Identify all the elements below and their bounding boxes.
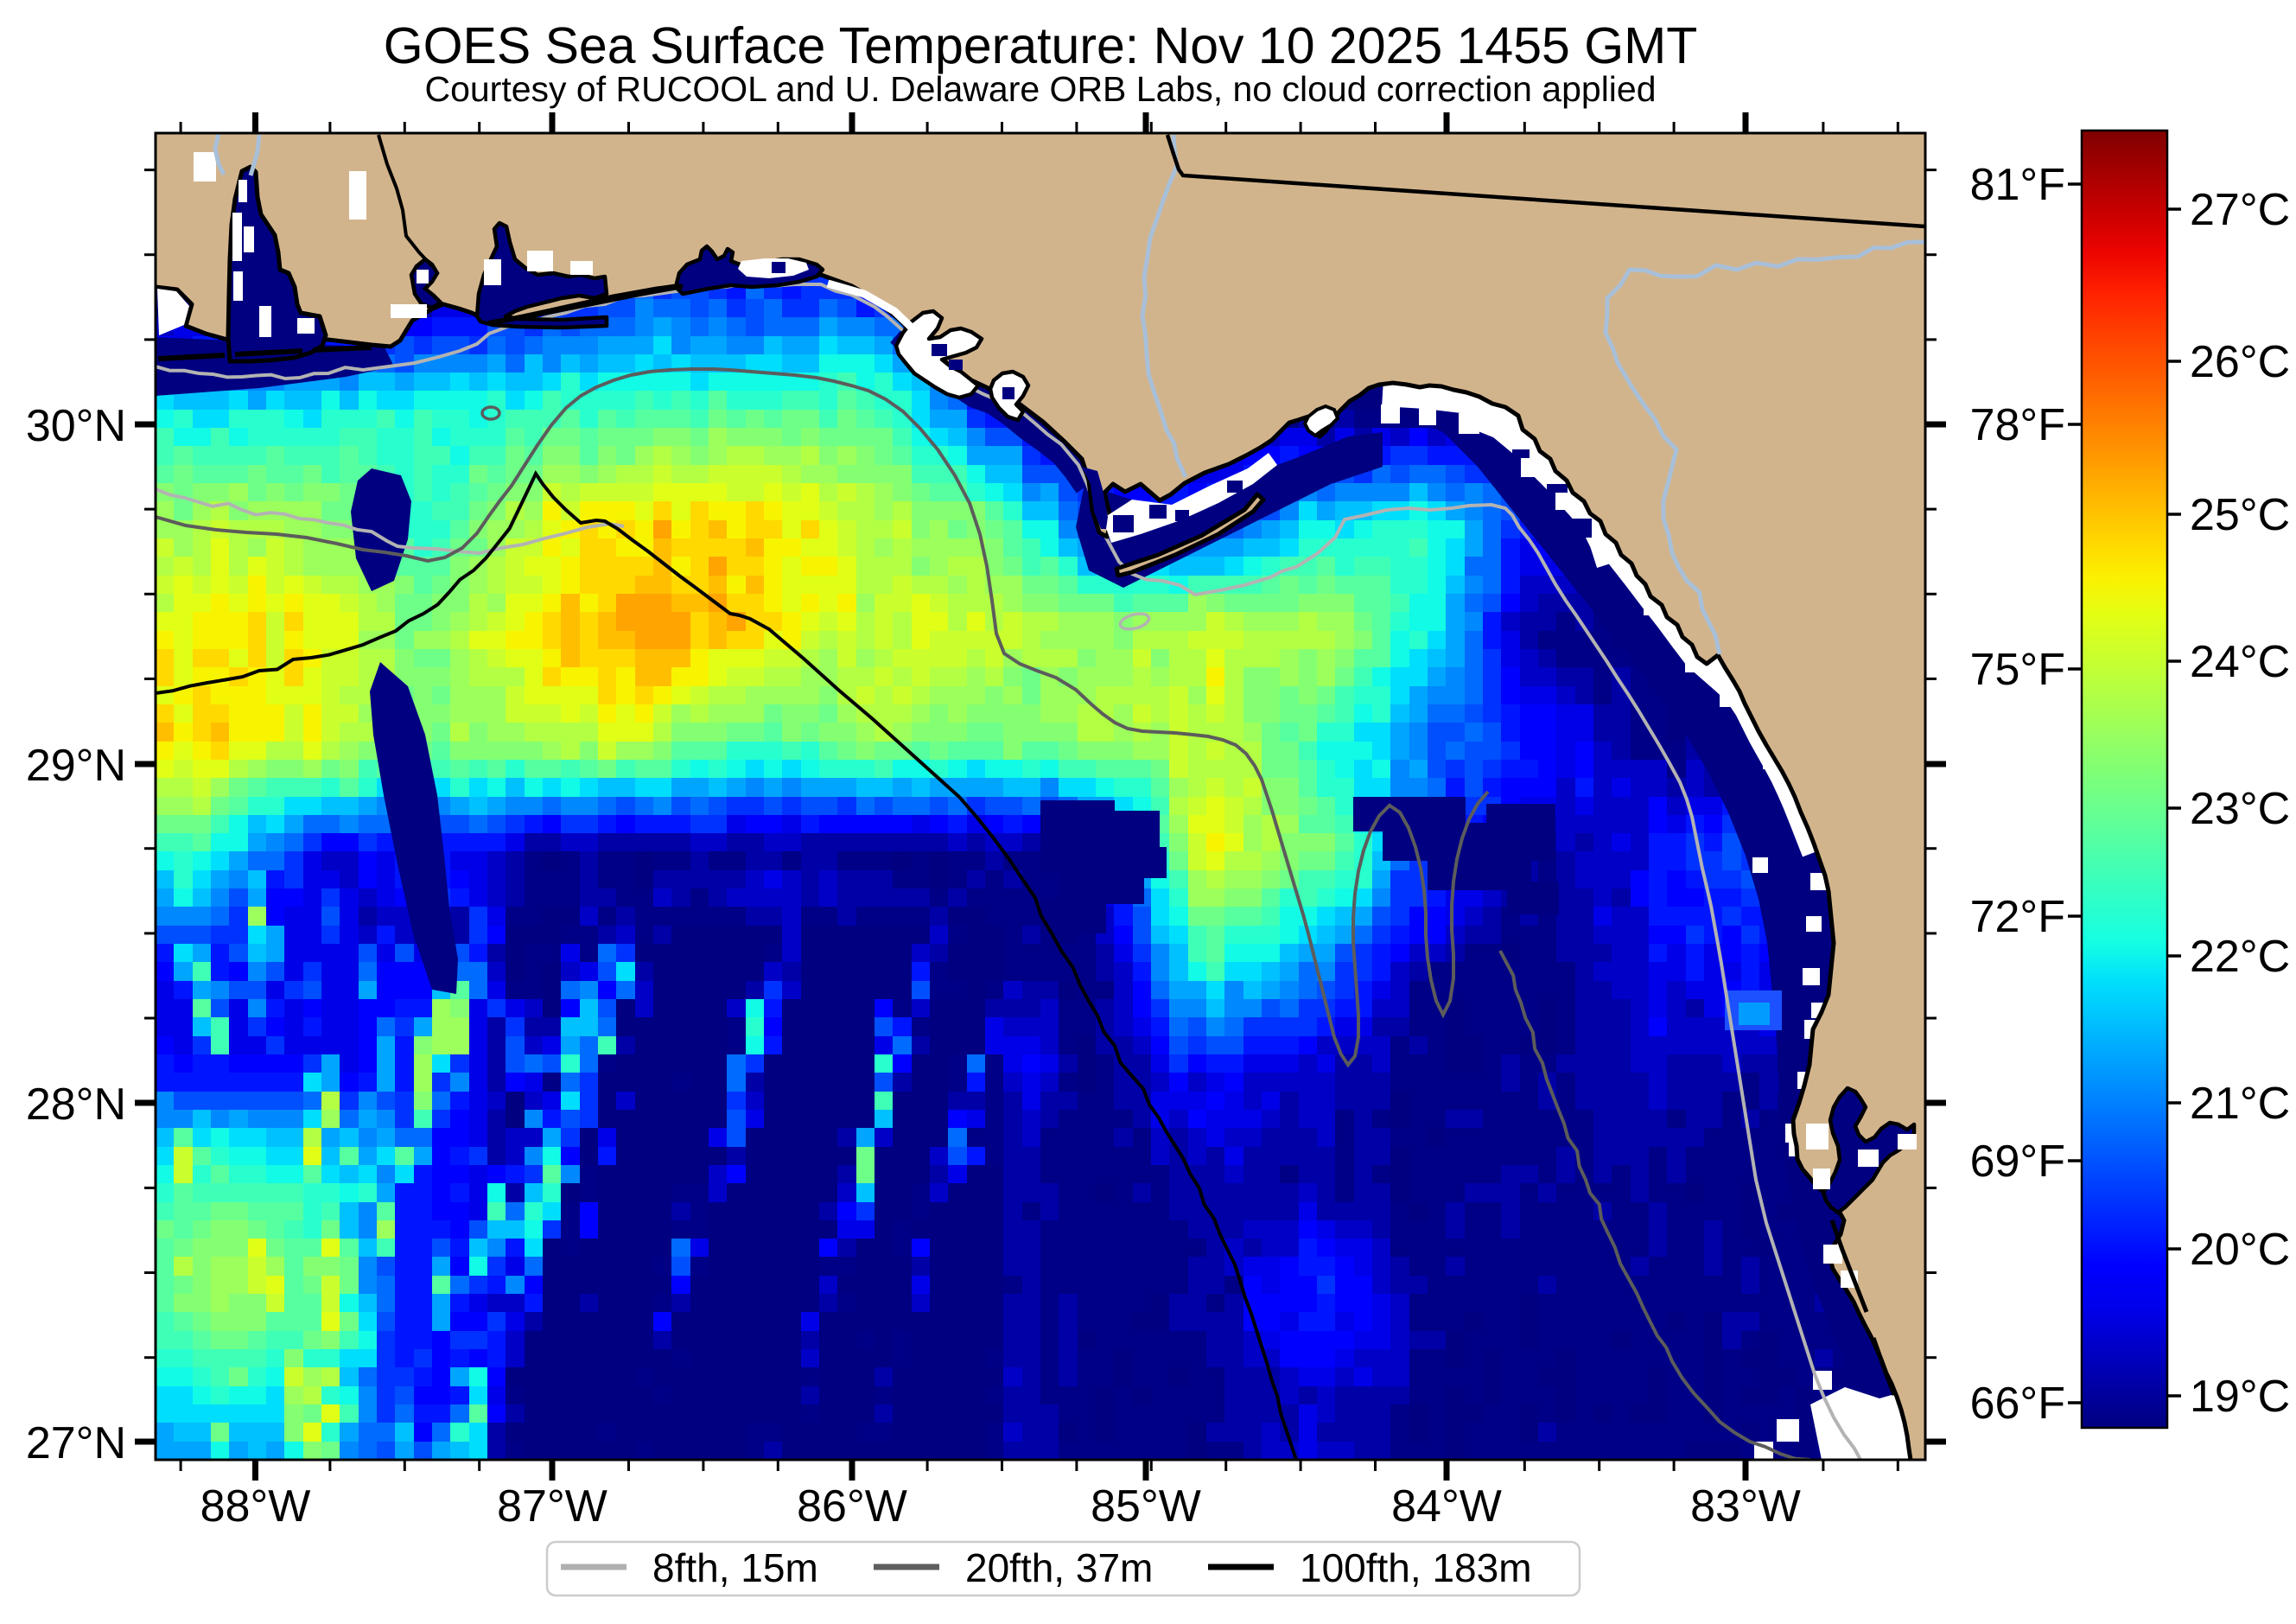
svg-text:19°C: 19°C <box>2190 1372 2290 1422</box>
svg-text:86°W: 86°W <box>797 1481 907 1532</box>
svg-text:69°F: 69°F <box>1970 1137 2065 1187</box>
svg-text:29°N: 29°N <box>26 741 126 791</box>
svg-text:22°C: 22°C <box>2190 932 2290 982</box>
svg-text:26°C: 26°C <box>2190 337 2290 387</box>
svg-text:75°F: 75°F <box>1970 645 2065 695</box>
svg-text:GOES Sea Surface Temperature:: GOES Sea Surface Temperature: Nov 10 202… <box>384 17 1698 74</box>
svg-text:100fth, 183m: 100fth, 183m <box>1300 1545 1532 1590</box>
svg-text:83°W: 83°W <box>1690 1481 1801 1532</box>
svg-text:20fth, 37m: 20fth, 37m <box>965 1545 1153 1590</box>
svg-text:28°N: 28°N <box>26 1079 126 1130</box>
svg-text:87°W: 87°W <box>497 1481 607 1532</box>
svg-text:88°W: 88°W <box>200 1481 311 1532</box>
svg-text:30°N: 30°N <box>26 401 126 451</box>
svg-text:27°N: 27°N <box>26 1418 126 1468</box>
svg-text:85°W: 85°W <box>1091 1481 1201 1532</box>
svg-text:72°F: 72°F <box>1970 892 2065 942</box>
svg-text:78°F: 78°F <box>1970 400 2065 450</box>
svg-text:8fth, 15m: 8fth, 15m <box>652 1545 818 1590</box>
svg-text:27°C: 27°C <box>2190 185 2290 235</box>
svg-text:84°W: 84°W <box>1391 1481 1502 1532</box>
svg-text:66°F: 66°F <box>1970 1379 2065 1429</box>
svg-text:21°C: 21°C <box>2190 1079 2290 1129</box>
svg-text:23°C: 23°C <box>2190 784 2290 834</box>
svg-text:25°C: 25°C <box>2190 490 2290 540</box>
svg-text:24°C: 24°C <box>2190 637 2290 687</box>
svg-text:20°C: 20°C <box>2190 1225 2290 1275</box>
svg-text:Courtesy of RUCOOL and U. Dela: Courtesy of RUCOOL and U. Delaware ORB L… <box>424 69 1656 109</box>
svg-text:81°F: 81°F <box>1970 160 2065 210</box>
